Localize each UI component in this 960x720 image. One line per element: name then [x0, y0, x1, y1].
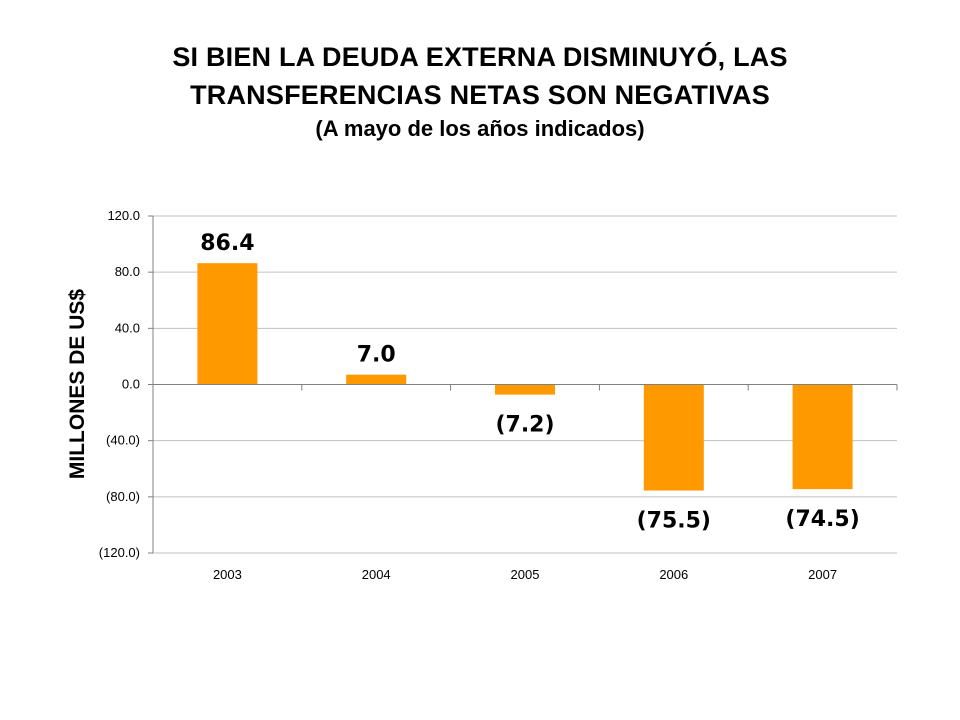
chart-subtitle: (A mayo de los años indicados) — [315, 116, 645, 141]
bars — [197, 263, 853, 491]
bar-2003 — [197, 263, 258, 385]
chart-title-block: SI BIEN LA DEUDA EXTERNA DISMINUYÓ, LAS … — [0, 38, 960, 144]
bar-2007 — [792, 384, 853, 490]
x-tick-label-2004: 2004 — [362, 567, 391, 582]
x-tick-label-2005: 2005 — [511, 567, 540, 582]
chart-title-line-1: SI BIEN LA DEUDA EXTERNA DISMINUYÓ, LAS — [172, 42, 788, 72]
data-labels: 86.4 7.0 (7.2) (75.5) (74.5) — [200, 231, 860, 533]
y-tick-label: 120.0 — [107, 208, 140, 223]
x-tick-label-2007: 2007 — [808, 567, 837, 582]
x-tick-label-2006: 2006 — [659, 567, 688, 582]
y-axis-label: MILLONES DE US$ — [66, 289, 89, 480]
data-label-2003: 86.4 — [200, 231, 254, 256]
x-tick-label-2003: 2003 — [213, 567, 242, 582]
axes: 120.0 80.0 40.0 0.0 (40.0) (80.0) (120.0) 2003 2… — [99, 208, 898, 582]
y-tick-label: (80.0) — [106, 489, 140, 504]
y-tick-label: 40.0 — [115, 320, 140, 335]
y-tick-label: 80.0 — [115, 264, 140, 279]
data-label-2004: 7.0 — [357, 343, 396, 368]
bar-2006 — [643, 384, 704, 491]
y-tick-label: 0.0 — [122, 377, 140, 392]
y-tick-label: (40.0) — [106, 433, 140, 448]
bar-2004 — [346, 374, 407, 385]
chart-title-line-2: TRANSFERENCIAS NETAS SON NEGATIVAS — [190, 80, 770, 110]
y-tick-label: (120.0) — [99, 545, 140, 560]
data-label-2005: (7.2) — [495, 413, 554, 438]
data-label-2007: (74.5) — [785, 507, 859, 532]
data-label-2006: (75.5) — [637, 509, 711, 534]
bar-2005 — [495, 384, 555, 395]
